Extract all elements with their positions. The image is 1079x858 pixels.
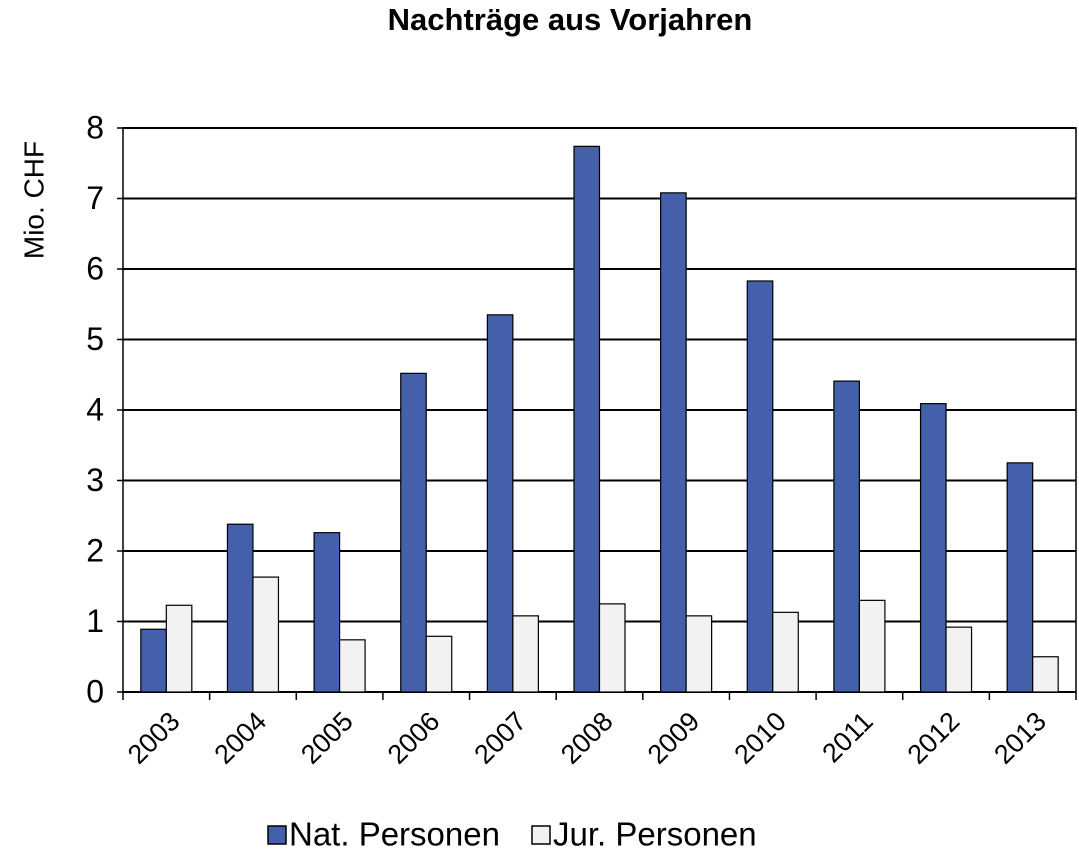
- bar: [919, 403, 947, 693]
- bar: [858, 599, 886, 693]
- bar: [338, 639, 366, 693]
- legend-label: Jur. Personen: [553, 816, 757, 853]
- y-tick-label: 7: [86, 180, 104, 216]
- bar: [833, 380, 861, 693]
- bar: [746, 280, 774, 693]
- bar: [772, 611, 799, 693]
- x-tick-label: 2003: [122, 706, 186, 770]
- bar: [1032, 656, 1059, 693]
- bar: [486, 314, 514, 693]
- y-tick-label: 1: [86, 603, 104, 639]
- y-tick-label: 3: [86, 462, 104, 498]
- bar: [573, 145, 601, 693]
- bar: [400, 372, 427, 693]
- bar: [598, 603, 626, 693]
- x-tick-label: 2010: [728, 706, 792, 770]
- bar: [1006, 462, 1034, 693]
- bar: [685, 615, 713, 693]
- bar: [226, 523, 254, 693]
- legend-swatch: [267, 825, 287, 845]
- bar: [512, 615, 539, 693]
- legend-label: Nat. Personen: [289, 816, 500, 853]
- y-axis-label: Mio. CHF: [18, 141, 49, 259]
- x-tick-label: 2004: [209, 706, 273, 770]
- legend-swatch: [531, 825, 551, 845]
- x-tick-label: 2009: [642, 706, 706, 770]
- x-tick-label: 2007: [468, 706, 532, 770]
- y-tick-label: 2: [86, 532, 104, 568]
- y-tick-label: 8: [86, 109, 104, 145]
- x-tick-label: 2006: [382, 706, 446, 770]
- bar: [945, 626, 973, 693]
- y-tick-label: 5: [86, 321, 104, 357]
- x-tick-label: 2012: [902, 706, 966, 770]
- x-tick-label: 2005: [295, 706, 359, 770]
- bar: [165, 604, 193, 693]
- x-tick-label: 2011: [816, 706, 878, 768]
- x-tick-label: 2013: [988, 706, 1052, 770]
- bar: [313, 532, 341, 693]
- y-tick-label: 0: [86, 673, 104, 709]
- bar: [140, 628, 167, 693]
- y-tick-label: 6: [86, 250, 104, 286]
- x-tick-label: 2008: [555, 706, 619, 770]
- bar: [425, 635, 453, 693]
- bar: [660, 192, 687, 693]
- y-tick-label: 4: [86, 391, 104, 427]
- chart-title: Nachträge aus Vorjahren: [388, 2, 753, 37]
- bar: [252, 576, 280, 693]
